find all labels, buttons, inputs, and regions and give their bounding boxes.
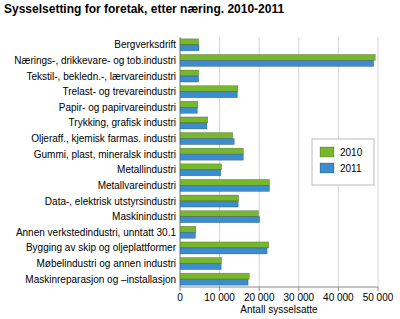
legend-swatch (320, 147, 334, 157)
category-label: Maskinreparasjon og –installasjon (25, 274, 176, 285)
category-label: Nærings-, drikkevare- og tob.industri (14, 55, 176, 66)
legend-swatch (320, 163, 334, 173)
bar (180, 107, 197, 113)
bar (180, 232, 195, 238)
category-label: Oljeraff., kjemisk farmas. industri (31, 133, 176, 144)
category-label: Metallindustri (117, 164, 176, 175)
grid-line (378, 37, 379, 287)
tick-mark (180, 287, 181, 291)
bar (180, 123, 207, 129)
bar (180, 264, 221, 270)
bar (180, 117, 208, 123)
category-label: Gummi, plast, mineralsk industri (34, 149, 176, 160)
bar (180, 133, 233, 139)
category-label: Annen verkstedindustri, unntatt 30.1 (16, 227, 177, 238)
bar (180, 201, 238, 207)
category-label: Tekstil-, bekledn.-, lærvareindustri (27, 71, 177, 82)
category-label: Trykking, grafisk industri (69, 117, 176, 128)
axis-label: Antall sysselsatte (240, 304, 318, 315)
tick-label: 0 (177, 292, 183, 303)
grid-line (298, 37, 299, 287)
tick-label: 30 000 (284, 292, 315, 303)
tick-label: 10 000 (204, 292, 235, 303)
bar (180, 179, 269, 185)
bar (180, 248, 267, 254)
tick-mark (338, 287, 339, 291)
tick-mark (378, 287, 379, 291)
bar (180, 86, 238, 92)
title: Sysselsetting for foretak, etter næring.… (4, 2, 284, 16)
tick-label: 40 000 (323, 292, 354, 303)
tick-mark (298, 287, 299, 291)
bar (180, 45, 199, 51)
tick-label: 50 000 (363, 292, 394, 303)
category-label: Maskinindustri (112, 211, 176, 222)
bar (180, 54, 375, 60)
bar (180, 76, 199, 82)
category-label: Bygging av skip og oljeplattformer (26, 242, 177, 253)
legend-label: 2010 (340, 147, 363, 158)
bar (180, 92, 237, 98)
category-label: Møbelindustri og annen industri (36, 258, 176, 269)
tick-label: 20 000 (244, 292, 275, 303)
bar (180, 139, 234, 145)
bar (180, 170, 221, 176)
bar (180, 39, 199, 45)
bar (180, 164, 222, 170)
legend-label: 2011 (340, 163, 362, 174)
bar (180, 273, 249, 279)
category-label: Metallvareindustri (98, 180, 176, 191)
bar (180, 242, 269, 248)
bar (180, 101, 198, 107)
bar (180, 185, 269, 191)
chart: Sysselsetting for foretak, etter næring.… (0, 0, 400, 319)
bar (180, 217, 260, 223)
legend-box (312, 139, 374, 185)
bar (180, 258, 222, 264)
bar (180, 211, 258, 217)
axis-line (180, 287, 378, 288)
bar (180, 195, 239, 201)
tick-mark (259, 287, 260, 291)
bar (180, 60, 374, 66)
bars (180, 39, 375, 285)
bar (180, 279, 248, 285)
bar (180, 148, 243, 154)
category-label: Bergverksdrift (114, 39, 176, 50)
tick-mark (219, 287, 220, 291)
bar (180, 226, 196, 232)
category-label: Papir- og papirvareindustri (59, 102, 176, 113)
bar (180, 70, 199, 76)
bar (180, 154, 243, 160)
category-label: Data-, elektrisk utstyrsindustri (45, 196, 176, 207)
category-label: Trelast- og trevareindustri (62, 86, 176, 97)
